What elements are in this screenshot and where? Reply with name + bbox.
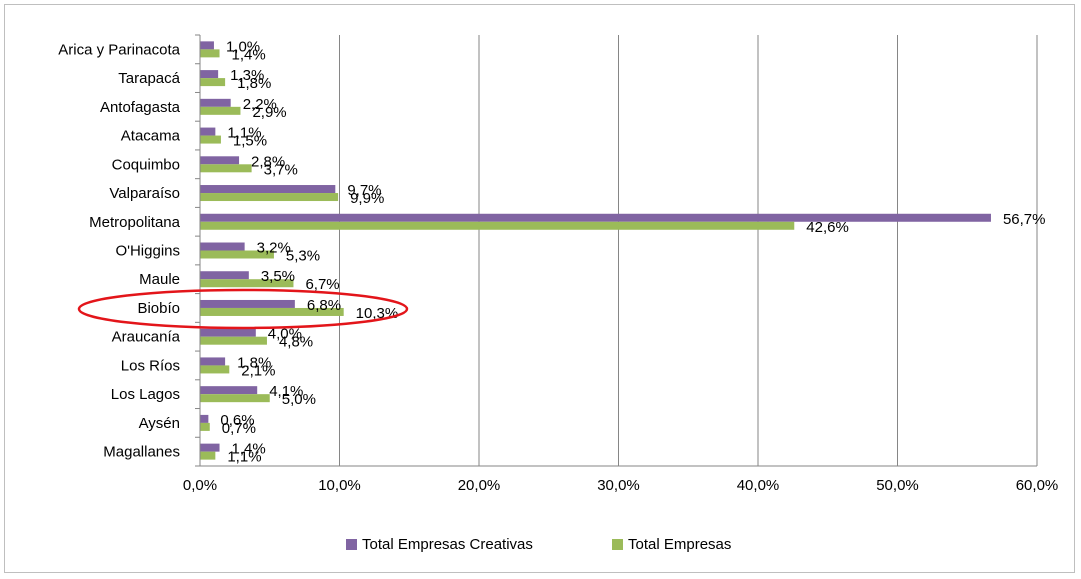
x-tick-label: 10,0% — [318, 477, 361, 494]
data-label: 1,8% — [237, 354, 271, 371]
legend-swatch — [612, 539, 623, 550]
chart-area — [4, 4, 1075, 573]
data-label: 0,7% — [222, 420, 256, 437]
legend-swatch — [346, 539, 357, 550]
category-label: Los Ríos — [121, 357, 180, 374]
bar-empresas — [200, 106, 241, 115]
category-label: Metropolitana — [89, 214, 181, 231]
category-label: Antofagasta — [100, 99, 181, 116]
bar-creativas — [200, 185, 336, 194]
legend: Total Empresas Creativas Total Empresas — [346, 536, 731, 553]
category-label: Aysén — [139, 415, 180, 432]
data-label: 9,7% — [347, 182, 381, 199]
category-label: Valparaíso — [109, 185, 180, 202]
category-label: Magallanes — [103, 444, 180, 461]
data-label: 0,6% — [220, 412, 254, 429]
data-label: 1,0% — [226, 38, 260, 55]
bar-empresas — [200, 164, 252, 173]
data-label: 6,7% — [305, 276, 339, 293]
data-label: 2,1% — [241, 362, 275, 379]
data-label: 5,3% — [286, 248, 320, 265]
data-label: 1,4% — [232, 441, 266, 458]
data-label: 1,1% — [227, 449, 261, 466]
data-label: 1,3% — [230, 67, 264, 84]
x-tick-label: 20,0% — [458, 477, 501, 494]
bar-empresas — [200, 365, 230, 374]
bar-creativas — [200, 213, 991, 222]
category-label: O'Higgins — [115, 243, 180, 260]
data-label: 4,0% — [268, 326, 302, 343]
data-label: 1,4% — [232, 46, 266, 63]
bar-empresas — [200, 135, 221, 144]
bar-empresas — [200, 193, 339, 202]
axes: 0,0% 10,0% 20,0% 30,0% 40,0% 50,0% 60,0% Arica … — [58, 34, 1059, 494]
category-label: Arica y Parinacota — [58, 41, 180, 58]
data-label: 1,1% — [227, 125, 261, 142]
category-label: Tarapacá — [118, 70, 180, 87]
bars — [200, 41, 991, 460]
legend-label: Total Empresas — [628, 536, 731, 553]
bar-creativas — [200, 127, 216, 136]
data-label: 3,7% — [264, 161, 298, 178]
bar-creativas — [200, 156, 240, 165]
bar-empresas — [200, 422, 210, 431]
x-tick-label: 0,0% — [183, 477, 217, 494]
data-label: 9,9% — [350, 190, 384, 207]
bar-creativas — [200, 328, 256, 337]
data-label: 56,7% — [1003, 211, 1046, 228]
data-label: 1,8% — [237, 75, 271, 92]
bar-creativas — [200, 242, 245, 251]
highlight-ellipse — [77, 288, 409, 330]
bar-creativas — [200, 414, 209, 423]
bar-empresas — [200, 307, 344, 316]
bar-empresas — [200, 279, 294, 288]
bar-creativas — [200, 299, 295, 308]
bar-empresas — [200, 49, 220, 58]
category-label: Los Lagos — [111, 386, 180, 403]
x-tick-label: 60,0% — [1016, 477, 1059, 494]
data-label: 42,6% — [806, 219, 849, 236]
highlight-ellipse-shape — [77, 288, 409, 330]
bar-empresas — [200, 78, 226, 87]
bar-creativas — [200, 41, 214, 50]
bar-empresas — [200, 336, 267, 345]
bar-creativas — [200, 357, 226, 366]
data-label: 4,8% — [279, 334, 313, 351]
bar-empresas — [200, 221, 795, 230]
data-label: 6,8% — [307, 297, 341, 314]
data-label: 5,0% — [282, 391, 316, 408]
bar-creativas — [200, 98, 231, 107]
data-label: 2,2% — [243, 96, 277, 113]
x-tick-label: 50,0% — [876, 477, 919, 494]
category-label: Coquimbo — [112, 156, 180, 173]
legend-label: Total Empresas Creativas — [362, 536, 533, 553]
bar-creativas — [200, 70, 219, 79]
data-label: 4,1% — [269, 383, 303, 400]
bar-creativas — [200, 443, 220, 452]
x-tick-label: 40,0% — [737, 477, 780, 494]
data-label: 2,9% — [252, 104, 286, 121]
data-labels: 1,0%1,4%1,3%1,8%2,2%2,9%1,1%1,5%2,8%3,7%… — [220, 38, 1045, 465]
data-label: 3,5% — [261, 268, 295, 285]
x-tick-label: 30,0% — [597, 477, 640, 494]
category-label: Maule — [139, 271, 180, 288]
bar-empresas — [200, 394, 270, 403]
bar-creativas — [200, 386, 258, 395]
gridlines — [339, 35, 1038, 466]
data-label: 1,5% — [233, 133, 267, 150]
bar-creativas — [200, 271, 249, 280]
bar-empresas — [200, 451, 216, 460]
category-label: Biobío — [137, 300, 180, 317]
data-label: 2,8% — [251, 153, 285, 170]
bar-empresas — [200, 250, 274, 259]
category-label: Atacama — [121, 128, 181, 145]
data-label: 3,2% — [257, 240, 291, 257]
category-label: Araucanía — [112, 329, 181, 346]
